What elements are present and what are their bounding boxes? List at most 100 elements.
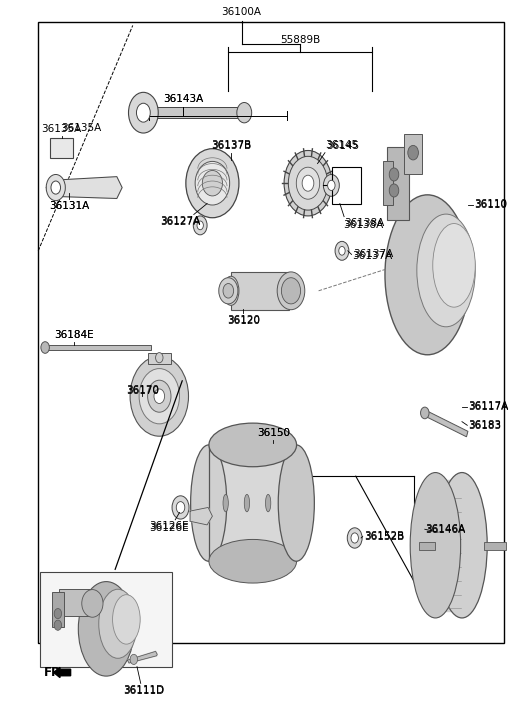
Circle shape — [223, 284, 234, 298]
Ellipse shape — [79, 582, 134, 676]
Circle shape — [156, 353, 163, 363]
Bar — [40, 572, 172, 667]
Text: 36137B: 36137B — [211, 141, 251, 151]
Text: 36131A: 36131A — [49, 201, 89, 212]
Text: 36138A: 36138A — [344, 218, 384, 228]
Ellipse shape — [209, 539, 296, 583]
Circle shape — [197, 221, 203, 230]
Text: 36117A: 36117A — [468, 401, 509, 411]
Circle shape — [172, 496, 189, 519]
Bar — [143, 107, 239, 118]
Ellipse shape — [410, 473, 460, 618]
Bar — [52, 592, 64, 627]
Circle shape — [335, 241, 349, 260]
Circle shape — [51, 181, 61, 194]
Text: 36184E: 36184E — [55, 329, 94, 340]
Text: 36152B: 36152B — [364, 531, 404, 542]
Text: 36183: 36183 — [468, 421, 501, 431]
Text: 36184E: 36184E — [55, 330, 94, 340]
FancyArrow shape — [54, 667, 71, 678]
Circle shape — [323, 174, 339, 196]
Circle shape — [130, 654, 138, 664]
Ellipse shape — [209, 423, 296, 467]
Circle shape — [54, 620, 62, 630]
Ellipse shape — [82, 590, 103, 617]
Circle shape — [46, 174, 65, 201]
Text: 36152B: 36152B — [364, 531, 404, 541]
Text: 36146A: 36146A — [425, 524, 465, 534]
Ellipse shape — [385, 195, 470, 355]
Text: 36126E: 36126E — [149, 523, 189, 533]
Text: 36127A: 36127A — [160, 216, 201, 226]
Ellipse shape — [281, 278, 301, 304]
Circle shape — [351, 533, 358, 543]
Circle shape — [421, 407, 429, 419]
Text: 36150: 36150 — [257, 428, 290, 438]
Ellipse shape — [202, 170, 222, 196]
Text: 36111D: 36111D — [123, 685, 164, 695]
Circle shape — [219, 278, 238, 304]
Polygon shape — [190, 507, 212, 525]
Circle shape — [347, 528, 362, 548]
Circle shape — [237, 103, 252, 123]
Text: 36143A: 36143A — [163, 94, 203, 104]
Circle shape — [328, 180, 335, 190]
Bar — [332, 167, 361, 204]
Text: 36127A: 36127A — [160, 217, 201, 227]
Ellipse shape — [266, 494, 271, 512]
Bar — [50, 138, 73, 158]
Polygon shape — [435, 480, 462, 611]
Text: 36131A: 36131A — [49, 201, 89, 212]
Circle shape — [284, 150, 332, 216]
Text: 36145: 36145 — [326, 140, 358, 150]
Ellipse shape — [433, 224, 475, 307]
Circle shape — [136, 103, 150, 122]
Text: FR.: FR. — [44, 666, 65, 679]
Circle shape — [139, 369, 179, 424]
Text: 55889B: 55889B — [280, 35, 320, 45]
Bar — [419, 542, 435, 550]
Text: 36120: 36120 — [227, 316, 260, 326]
Bar — [38, 22, 504, 643]
Circle shape — [389, 184, 399, 197]
Ellipse shape — [223, 276, 239, 305]
Bar — [484, 542, 506, 550]
Polygon shape — [127, 651, 157, 663]
Text: 36110: 36110 — [474, 200, 507, 210]
Circle shape — [148, 380, 171, 412]
Ellipse shape — [436, 473, 487, 618]
Bar — [387, 147, 409, 220]
Text: 36138A: 36138A — [343, 220, 383, 230]
Text: 36143A: 36143A — [163, 94, 203, 104]
Ellipse shape — [99, 589, 137, 659]
Text: 36146A: 36146A — [425, 525, 465, 535]
Circle shape — [288, 156, 328, 210]
Bar — [45, 345, 151, 350]
Bar — [383, 161, 393, 205]
Text: 36137A: 36137A — [352, 251, 392, 261]
Ellipse shape — [191, 445, 227, 561]
Circle shape — [408, 145, 418, 160]
Text: 36135A: 36135A — [41, 124, 82, 134]
Ellipse shape — [278, 445, 314, 561]
Ellipse shape — [417, 214, 475, 327]
Text: 36110: 36110 — [474, 198, 507, 209]
Text: 36170: 36170 — [126, 385, 159, 395]
Text: 36150: 36150 — [258, 427, 290, 438]
Ellipse shape — [186, 148, 239, 218]
Ellipse shape — [223, 494, 228, 512]
Circle shape — [154, 389, 165, 403]
Ellipse shape — [277, 272, 305, 310]
Circle shape — [130, 356, 189, 436]
Polygon shape — [209, 445, 296, 561]
Text: 36145: 36145 — [327, 141, 359, 151]
Circle shape — [339, 246, 345, 255]
Circle shape — [193, 216, 207, 235]
Circle shape — [176, 502, 185, 513]
Ellipse shape — [195, 161, 230, 205]
Circle shape — [302, 175, 314, 191]
Circle shape — [129, 92, 158, 133]
Text: 36183: 36183 — [468, 420, 501, 430]
Circle shape — [389, 168, 399, 181]
Bar — [231, 272, 289, 310]
